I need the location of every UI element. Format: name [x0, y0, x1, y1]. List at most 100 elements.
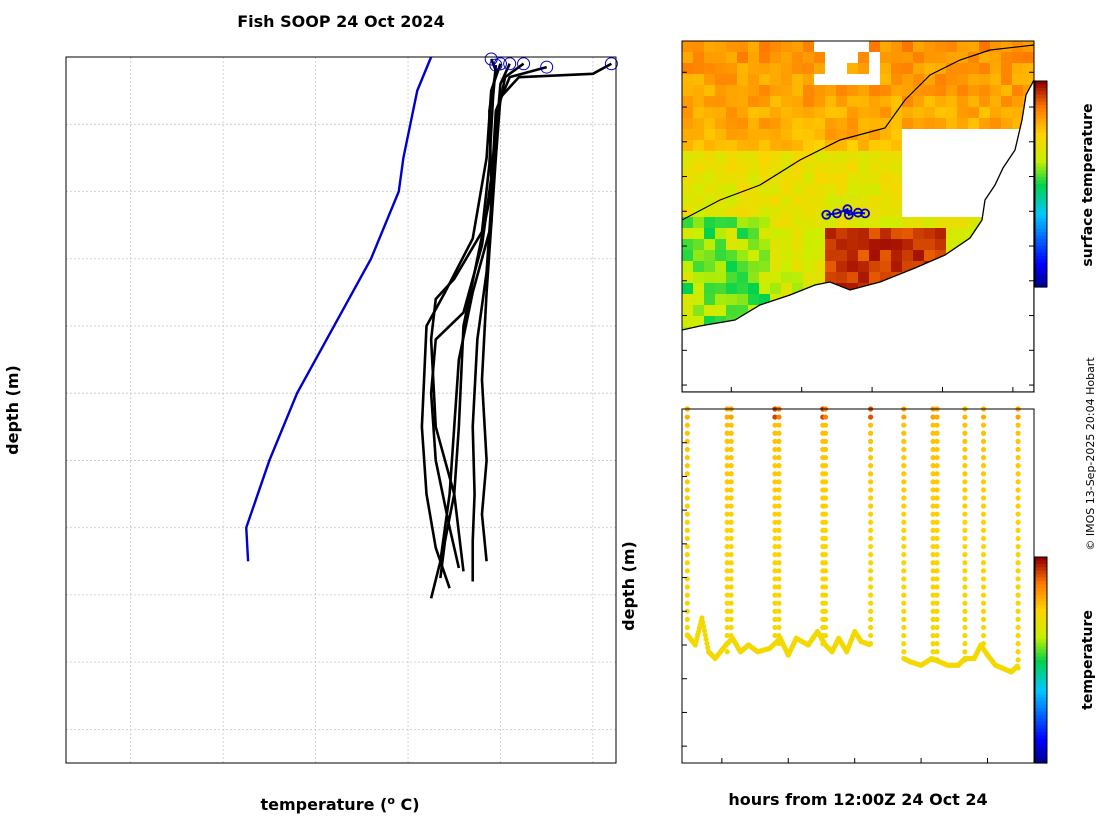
drop-point [901, 430, 907, 436]
sst-cell [913, 118, 924, 129]
drop-point [934, 543, 940, 550]
drop-point [962, 487, 968, 493]
sst-cell [979, 63, 990, 74]
drop-point [901, 454, 907, 461]
sst-cell [704, 52, 715, 63]
sst-cell [869, 217, 880, 228]
drop-point [962, 454, 968, 461]
sst-cell [781, 74, 792, 85]
sst-cell [803, 184, 814, 195]
drop-point [1015, 503, 1021, 509]
xbt-drop-marker [842, 204, 853, 215]
drop-point [934, 519, 940, 525]
sst-cell [803, 228, 814, 239]
sst-cell [880, 261, 891, 272]
sst-cell [715, 118, 726, 129]
sst-cell [748, 283, 759, 294]
colorbar-segment [1035, 235, 1047, 240]
sst-cell [814, 162, 825, 173]
sst-cell [792, 206, 803, 217]
drop-point [934, 454, 940, 461]
colorbar-segment [1035, 129, 1047, 134]
drop-point [901, 600, 907, 606]
drop-point [684, 503, 690, 509]
drop-point [930, 624, 936, 631]
drop-point [822, 519, 829, 525]
drop-point [962, 649, 968, 655]
drop-point [684, 446, 690, 453]
sst-cell [693, 184, 704, 195]
sst-cell [1023, 74, 1034, 85]
colorbar-segment [1035, 139, 1047, 144]
drop-point [1015, 543, 1021, 550]
drop-point [772, 576, 778, 582]
drop-point [1015, 463, 1021, 469]
sst-cell [704, 140, 715, 151]
sst-cell [737, 96, 748, 107]
sst-cell [704, 195, 715, 206]
sst-cell [913, 74, 924, 85]
sst-cell [781, 195, 792, 206]
sst-cell [825, 129, 836, 140]
colorbar-segment [1035, 594, 1047, 599]
drop-point [962, 463, 968, 469]
drop-point [684, 624, 690, 631]
sst-cell [891, 162, 902, 173]
sst-cell [715, 261, 726, 272]
drop-point [724, 446, 730, 453]
sst-cell [847, 96, 858, 107]
sst-cell [781, 217, 792, 228]
temperature-colorbar [1034, 556, 1048, 764]
sst-cell [891, 184, 902, 195]
sst-cell [792, 217, 803, 228]
sst-cell [1001, 41, 1012, 52]
sst-cell [935, 41, 946, 52]
drop-point [728, 463, 734, 469]
sst-cell [715, 195, 726, 206]
drop-point [776, 438, 782, 444]
sst-cell [913, 52, 924, 63]
drop-point [934, 632, 940, 639]
xbt-drop-marker [860, 208, 870, 219]
sst-cell [803, 173, 814, 184]
drop-point [724, 608, 730, 614]
colorbar-segment [1035, 629, 1047, 634]
sst-cell [935, 63, 946, 74]
drop-point [980, 560, 987, 566]
sst-cell [968, 52, 979, 63]
drop-point [980, 616, 987, 622]
drop-point [901, 446, 907, 453]
drop-point [901, 511, 907, 517]
drop-point [728, 568, 734, 574]
sst-cell [847, 195, 858, 206]
sst-cell [781, 151, 792, 162]
sst-cell [726, 184, 737, 195]
sst-cell [693, 217, 704, 228]
sst-cell [814, 63, 825, 74]
drop-point [868, 495, 874, 501]
sst-cell [792, 228, 803, 239]
colorbar-segment [1035, 714, 1047, 719]
sst-cell [737, 140, 748, 151]
drop-point [822, 503, 829, 509]
colorbar-segment [1035, 173, 1047, 178]
sst-cell [869, 129, 880, 140]
drop-point [724, 422, 730, 428]
sst-cell [726, 107, 737, 118]
sst-cell [902, 118, 913, 129]
drop-point [772, 495, 778, 501]
drop-point [901, 535, 907, 542]
sst-cell [913, 239, 924, 250]
sst-cell [737, 272, 748, 283]
sst-cell [693, 129, 704, 140]
sst-cell [781, 228, 792, 239]
colorbar-segment [1035, 598, 1047, 603]
drop-point [1015, 600, 1021, 606]
sst-cell [803, 239, 814, 250]
drop-point [934, 584, 940, 590]
xbt-drop-marker [853, 207, 863, 218]
credit-text: © IMOS 13-Sep-2025 20:04 Hobart [1084, 357, 1097, 551]
sst-cell [726, 228, 737, 239]
sst-cell [704, 272, 715, 283]
drop-point [724, 519, 730, 525]
